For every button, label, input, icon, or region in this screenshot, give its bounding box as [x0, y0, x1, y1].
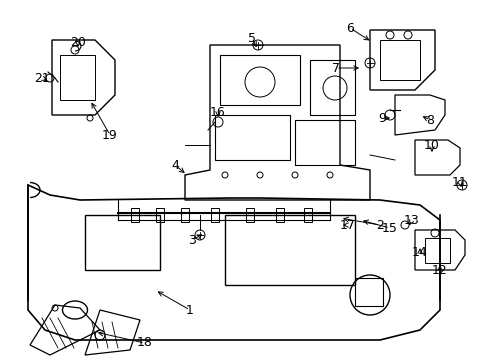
Text: 15: 15 [381, 221, 397, 234]
Bar [220, 55, 299, 105]
Bar [245, 208, 253, 222]
Text: 13: 13 [403, 213, 419, 226]
Text: 20: 20 [70, 36, 86, 49]
Text: 8: 8 [425, 113, 433, 126]
Text: 12: 12 [431, 264, 447, 276]
Text: 5: 5 [247, 32, 256, 45]
Bar [294, 120, 354, 165]
Text: 17: 17 [339, 219, 355, 231]
Text: 14: 14 [411, 247, 427, 260]
Text: 7: 7 [331, 62, 339, 75]
Bar [309, 60, 354, 115]
Bar [379, 40, 419, 80]
Text: 1: 1 [185, 303, 194, 316]
Text: 16: 16 [210, 105, 225, 118]
Bar [304, 208, 311, 222]
Text: 18: 18 [137, 337, 153, 350]
Bar [210, 208, 219, 222]
Bar [275, 208, 284, 222]
Text: 6: 6 [346, 22, 353, 35]
Text: 19: 19 [102, 129, 118, 141]
Bar [354, 278, 382, 306]
Bar [85, 215, 160, 270]
Bar [181, 208, 189, 222]
Text: 4: 4 [171, 158, 179, 171]
Text: 2: 2 [375, 219, 383, 231]
Text: 11: 11 [451, 176, 467, 189]
Text: 9: 9 [377, 112, 385, 125]
Bar [424, 238, 449, 263]
Text: 21: 21 [34, 72, 50, 85]
Bar [60, 55, 95, 100]
Bar [131, 208, 139, 222]
Bar [224, 215, 354, 285]
Bar [215, 115, 289, 160]
Bar [156, 208, 163, 222]
Text: 3: 3 [188, 234, 196, 247]
Text: 10: 10 [423, 139, 439, 152]
